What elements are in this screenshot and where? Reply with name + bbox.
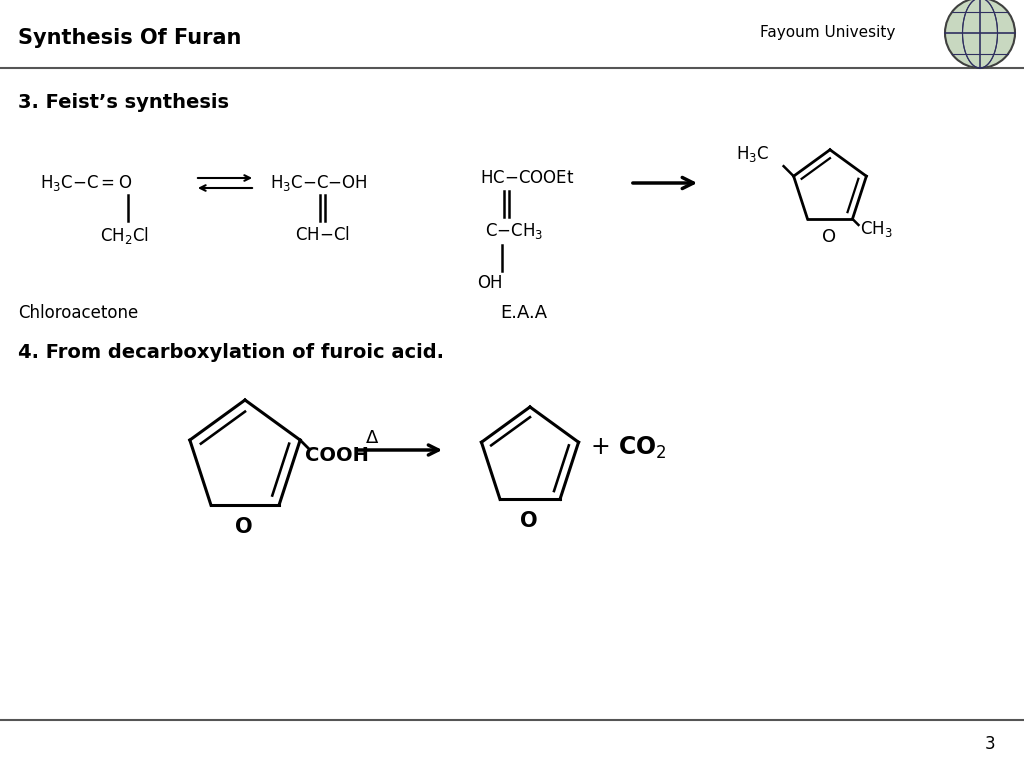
Text: Synthesis Of Furan: Synthesis Of Furan <box>18 28 242 48</box>
Bar <box>0 0 1024 68</box>
Text: $+$ CO$_2$: $+$ CO$_2$ <box>590 435 667 461</box>
Text: HC$-$COOEt: HC$-$COOEt <box>480 169 574 187</box>
Text: Chloroacetone: Chloroacetone <box>18 304 138 322</box>
Text: CH$-$Cl: CH$-$Cl <box>295 226 350 244</box>
Text: 3: 3 <box>985 735 995 753</box>
Text: CH$_2$Cl: CH$_2$Cl <box>100 224 148 246</box>
Text: H$_3$C$-$C$-$OH: H$_3$C$-$C$-$OH <box>270 173 368 193</box>
Text: OH: OH <box>477 274 503 292</box>
Text: COOH: COOH <box>305 445 369 465</box>
Text: 3. Feist’s synthesis: 3. Feist’s synthesis <box>18 94 229 112</box>
Text: $\Delta$: $\Delta$ <box>365 429 379 447</box>
Text: O: O <box>234 517 253 537</box>
Text: O: O <box>822 228 837 246</box>
Text: E.A.A: E.A.A <box>500 304 547 322</box>
Text: CH$_3$: CH$_3$ <box>860 219 893 239</box>
Text: 4. From decarboxylation of furoic acid.: 4. From decarboxylation of furoic acid. <box>18 343 444 362</box>
Text: Fayoum Univesity: Fayoum Univesity <box>760 25 895 41</box>
Text: C$-$CH$_3$: C$-$CH$_3$ <box>485 221 544 241</box>
Text: H$_3$C$-$C$=$O: H$_3$C$-$C$=$O <box>40 173 132 193</box>
Text: H$_3$C: H$_3$C <box>735 144 769 164</box>
Text: O: O <box>520 511 538 531</box>
Circle shape <box>945 0 1015 68</box>
